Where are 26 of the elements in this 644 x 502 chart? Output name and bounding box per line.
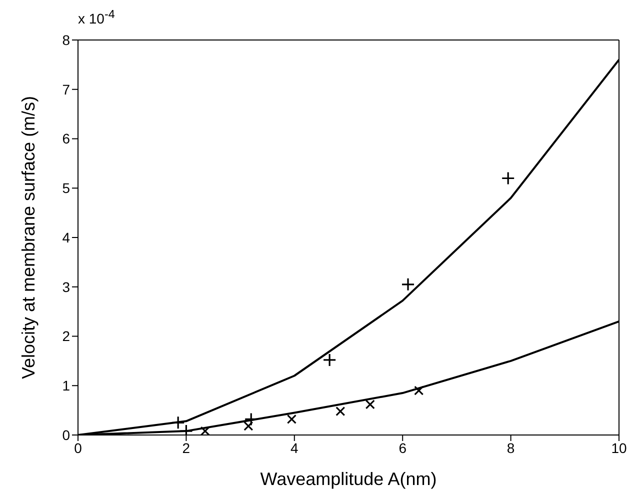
x-tick-label: 4 xyxy=(290,440,298,456)
y-tick-label: 8 xyxy=(62,32,70,48)
y-tick-label: 3 xyxy=(62,278,70,295)
x-tick-label: 10 xyxy=(611,440,627,456)
point xyxy=(501,171,515,186)
point xyxy=(414,386,424,396)
y-tick-label: 2 xyxy=(62,328,70,344)
y-tick-label: 6 xyxy=(62,130,70,147)
y-axis-title: Velocity at membrane surface (m/s) xyxy=(18,96,38,380)
x-tick-label: 2 xyxy=(182,440,190,456)
y-tick-label: 7 xyxy=(62,81,70,98)
text: x 10$^{-4}$ xyxy=(78,8,115,27)
x-axis-title: Waveamplitude A(nm) xyxy=(260,469,437,489)
y-tick-label: 0 xyxy=(62,426,70,443)
y-tick-label: 5 xyxy=(62,180,70,196)
point xyxy=(365,400,375,410)
point xyxy=(336,406,346,416)
point xyxy=(401,278,415,292)
y-tick-label: 4 xyxy=(62,229,70,246)
point xyxy=(322,353,336,367)
y-tick-label: 1 xyxy=(62,378,70,394)
x-tick-label: 8 xyxy=(506,440,515,456)
point xyxy=(200,426,210,435)
x-tick-label: 0 xyxy=(74,440,82,456)
point xyxy=(286,414,296,424)
x-tick-label: 6 xyxy=(398,440,407,456)
